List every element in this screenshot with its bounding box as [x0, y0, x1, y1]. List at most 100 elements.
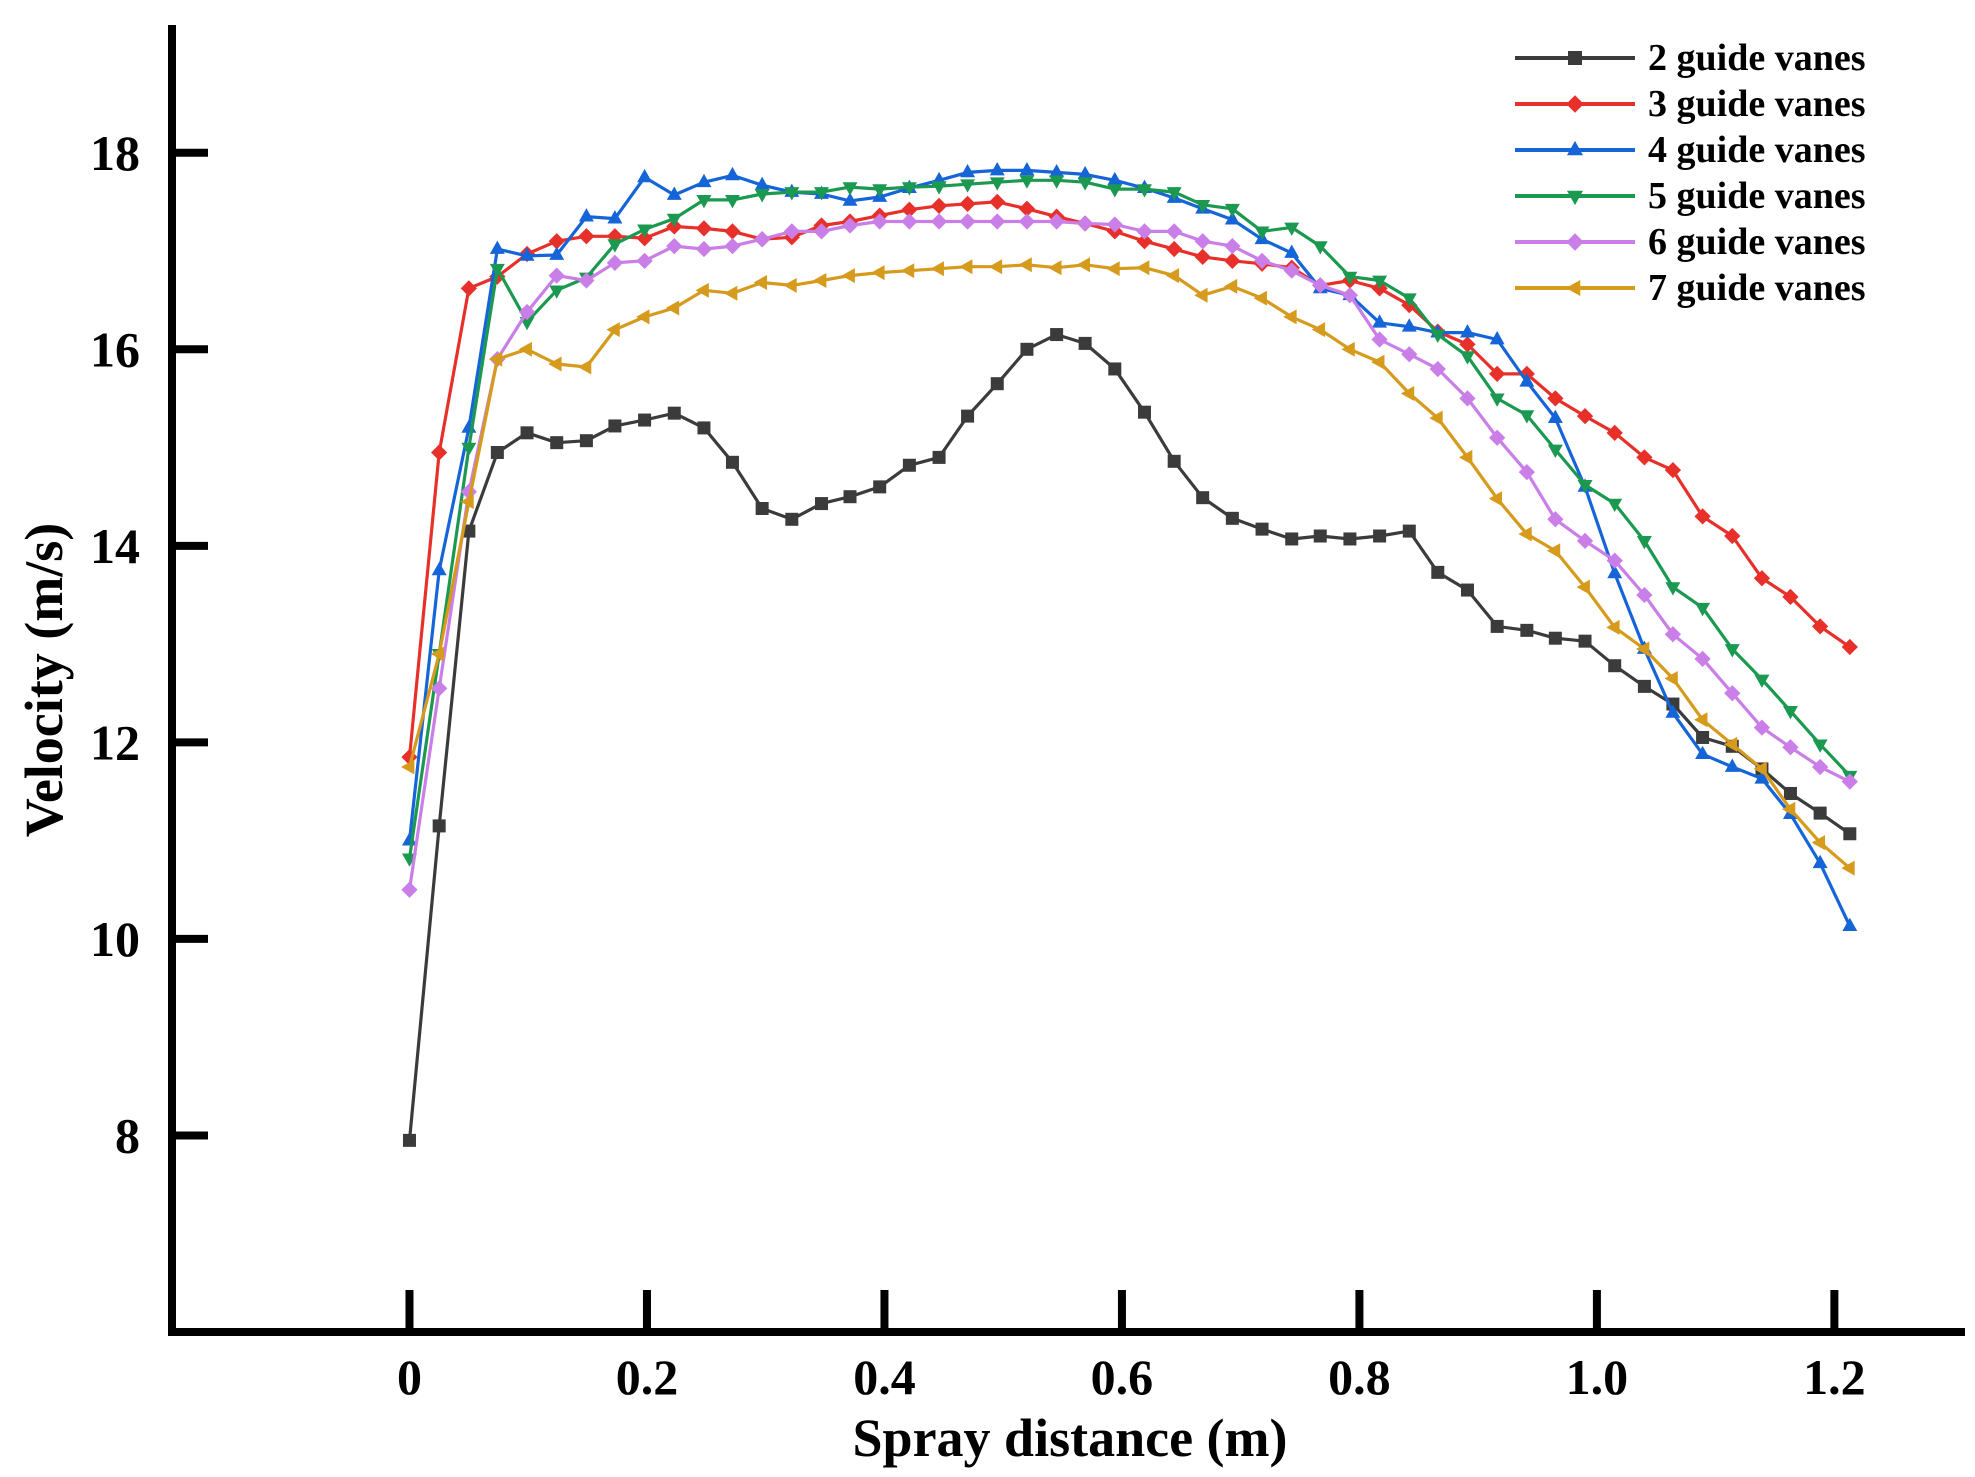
data-point: [901, 201, 918, 218]
data-point: [931, 181, 947, 195]
data-point: [430, 646, 445, 662]
data-point: [665, 300, 680, 316]
series-line: [407, 168, 1852, 927]
data-point: [607, 239, 623, 253]
data-point: [1694, 712, 1708, 728]
data-point: [1636, 536, 1652, 550]
data-point: [1754, 770, 1770, 784]
data-point: [930, 213, 948, 230]
data-point: [724, 166, 740, 181]
data-point: [901, 213, 918, 230]
data-point: [784, 187, 800, 201]
legend-swatch-marker: [1568, 51, 1582, 65]
data-point: [1459, 390, 1476, 407]
data-point: [841, 268, 855, 284]
series-5: [401, 213, 1858, 898]
y-tick-label: 16: [90, 321, 140, 377]
data-point: [815, 497, 829, 511]
data-point: [1577, 480, 1593, 494]
data-point: [548, 233, 565, 250]
data-point: [1313, 529, 1327, 543]
data-point: [783, 277, 797, 293]
data-point: [1518, 464, 1535, 481]
data-point: [1401, 293, 1417, 307]
data-point: [401, 881, 418, 898]
data-point: [1547, 390, 1564, 407]
data-point: [1489, 365, 1506, 382]
data-point: [754, 189, 770, 203]
data-point: [959, 195, 976, 212]
data-point: [1459, 324, 1475, 338]
data-point: [1811, 835, 1826, 851]
data-point: [1372, 314, 1388, 328]
data-point: [1665, 582, 1681, 596]
data-point: [1194, 233, 1211, 250]
data-point: [1312, 241, 1328, 255]
data-point: [489, 240, 505, 254]
data-point: [1490, 619, 1504, 633]
data-point: [1519, 410, 1535, 424]
data-point: [1371, 354, 1385, 370]
data-point: [1050, 328, 1064, 342]
data-point: [1724, 644, 1740, 658]
data-point: [606, 254, 624, 271]
data-point: [1137, 184, 1152, 198]
data-point: [724, 223, 741, 240]
data-point: [1430, 329, 1446, 344]
data-point: [755, 501, 769, 515]
x-tick-label: 0.4: [853, 1349, 916, 1405]
data-point: [520, 426, 534, 440]
data-point: [988, 259, 1003, 275]
data-point: [1608, 659, 1622, 673]
data-point: [1812, 854, 1828, 869]
data-point: [1342, 271, 1358, 286]
data-point: [695, 240, 713, 258]
data-point: [1254, 226, 1270, 240]
y-tick-label: 8: [115, 1107, 140, 1163]
data-point: [813, 223, 830, 240]
data-point: [1664, 626, 1682, 643]
data-point: [960, 179, 976, 193]
data-point: [489, 263, 505, 278]
data-point: [1694, 508, 1711, 525]
data-point: [1343, 532, 1357, 546]
data-point: [1018, 200, 1036, 217]
data-point: [1841, 638, 1858, 656]
x-tick-label: 0.2: [616, 1349, 679, 1405]
data-point: [431, 680, 448, 697]
series-layer: [401, 161, 1858, 1147]
data-point: [1285, 532, 1299, 546]
data-point: [1578, 634, 1592, 648]
data-point: [1196, 491, 1210, 505]
data-point: [1812, 739, 1828, 753]
data-point: [1459, 351, 1475, 365]
x-tick-label: 0: [397, 1349, 422, 1405]
data-point: [1019, 161, 1035, 176]
data-point: [1077, 165, 1093, 180]
data-point: [578, 228, 595, 245]
data-point: [1782, 706, 1798, 720]
data-point: [1489, 429, 1506, 446]
series-line: [407, 178, 1851, 859]
data-point: [636, 252, 653, 269]
data-point: [990, 377, 1004, 391]
data-point: [606, 322, 620, 338]
data-point: [1166, 240, 1183, 258]
data-point: [548, 356, 562, 372]
data-point: [667, 406, 681, 420]
data-point: [1373, 529, 1387, 543]
data-point: [1724, 527, 1741, 545]
data-point: [1519, 373, 1535, 387]
data-point: [1136, 260, 1150, 276]
x-tick-label: 0.8: [1328, 1349, 1391, 1405]
data-point: [666, 186, 682, 200]
data-point: [1253, 290, 1267, 306]
legend-label: 4 guide vanes: [1648, 129, 1865, 171]
data-point: [724, 195, 740, 209]
data-point: [1195, 199, 1211, 214]
data-point: [1194, 287, 1208, 303]
series-3: [402, 161, 1858, 932]
data-point: [636, 230, 653, 247]
data-point: [1459, 336, 1476, 353]
